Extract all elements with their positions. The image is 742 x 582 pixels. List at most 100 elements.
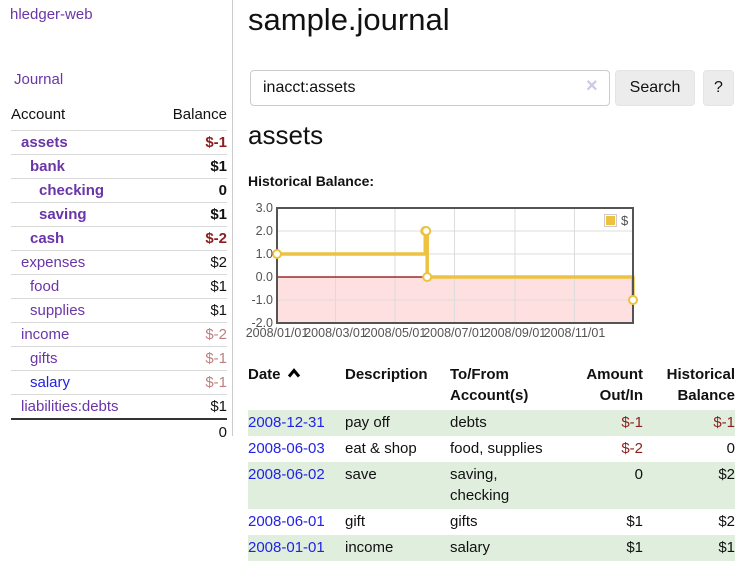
account-balance: $-2 xyxy=(154,226,227,251)
account-row: supplies $1 xyxy=(11,298,227,323)
sidebar: hledger-web Journal Account Balance asse… xyxy=(0,0,233,445)
sidebar-account-link[interactable]: checking xyxy=(39,182,105,199)
register-description-cell: income xyxy=(345,539,394,556)
account-row: checking 0 xyxy=(11,178,227,203)
x-tick-label: 2008/09/01 xyxy=(483,326,547,340)
account-row: gifts $-1 xyxy=(11,346,227,371)
register-accounts-cell: gifts xyxy=(450,513,478,530)
register-accounts-cell: debts xyxy=(450,414,487,431)
register-description-cell: save xyxy=(345,466,377,483)
accounts-total-spacer xyxy=(11,418,155,445)
sidebar-account-link[interactable]: saving xyxy=(39,206,87,223)
register-date-cell: 2008-01-01 xyxy=(248,535,345,561)
register-accounts-cell: saving, checking xyxy=(450,466,510,504)
register-header-date[interactable]: Date xyxy=(248,362,345,410)
clear-search-icon[interactable]: × xyxy=(586,75,598,97)
main-content: sample.journal × Search ? assets Histori… xyxy=(245,0,742,582)
app-brand-link[interactable]: hledger-web xyxy=(10,6,93,23)
sidebar-account-link[interactable]: liabilities:debts xyxy=(21,398,119,415)
legend-series-label: $ xyxy=(621,213,629,228)
search-button[interactable]: Search xyxy=(615,70,695,106)
register-row: 2008-06-02 save saving, checking 0 $2 xyxy=(248,462,735,509)
register-date-cell: 2008-06-03 xyxy=(248,436,345,462)
y-tick-label: 3.0 xyxy=(255,201,273,215)
account-row: cash $-2 xyxy=(11,226,227,251)
sidebar-account-link[interactable]: gifts xyxy=(30,350,58,367)
register-amount-cell: 0 xyxy=(634,466,643,483)
register-description-cell: pay off xyxy=(345,414,390,431)
account-row: liabilities:debts $1 xyxy=(11,394,227,419)
account-balance: $1 xyxy=(154,298,227,323)
register-balance-cell: $2 xyxy=(718,466,735,483)
chart-section-label: Historical Balance: xyxy=(248,173,375,189)
register-row: 2008-01-01 income salary $1 $1 xyxy=(248,535,735,561)
y-tick-label: -2.0 xyxy=(251,316,273,330)
sidebar-account-link[interactable]: assets xyxy=(21,134,68,151)
account-row: saving $1 xyxy=(11,202,227,227)
account-balance: $1 xyxy=(154,202,227,227)
account-heading: assets xyxy=(248,120,324,150)
historical-balance-chart: 3.0 2.0 1.0 0.0 -1.0 -2.0 2008/01/01 2008/03/0… xyxy=(245,200,678,348)
chart-plot-area xyxy=(272,207,638,324)
register-balance-cell: 0 xyxy=(726,440,735,457)
register-balance-cell: $2 xyxy=(718,513,735,530)
x-tick-label: 2008/11/01 xyxy=(543,326,606,340)
accounts-table: Account Balance assets $-1 bank $1 checking 0… xyxy=(11,102,227,445)
register-row: 2008-12-31 pay off debts $-1 $-1 xyxy=(248,410,735,436)
account-balance: $-2 xyxy=(154,322,227,347)
chevron-up-icon xyxy=(287,368,300,378)
legend-swatch-icon xyxy=(604,214,617,227)
register-header-to-from: To/From Account(s) xyxy=(450,366,529,404)
y-tick-label: 0.0 xyxy=(255,270,273,284)
account-row: income $-2 xyxy=(11,322,227,347)
register-balance-cell: $1 xyxy=(718,539,735,556)
chart-legend: $ xyxy=(604,213,628,228)
sidebar-account-link[interactable]: food xyxy=(30,278,60,295)
search-input[interactable] xyxy=(250,70,610,106)
register-accounts-cell: salary xyxy=(450,539,491,556)
sidebar-item-journal[interactable]: Journal xyxy=(14,71,64,88)
transaction-date-link[interactable]: 2008-12-31 xyxy=(248,414,325,431)
register-amount-cell: $1 xyxy=(626,539,643,556)
register-header-historical: Historical Balance xyxy=(666,366,735,404)
sidebar-account-link[interactable]: supplies xyxy=(30,302,86,319)
account-balance: 0 xyxy=(154,178,227,203)
x-tick-label: 2008/03/01 xyxy=(304,326,367,340)
account-row: assets $-1 xyxy=(11,130,227,155)
register-amount-cell: $-1 xyxy=(621,414,643,431)
register-date-cell: 2008-06-02 xyxy=(248,462,345,509)
register-description-cell: eat & shop xyxy=(345,440,417,457)
x-tick-label: 2008/05/01 xyxy=(363,326,427,340)
sidebar-account-link[interactable]: bank xyxy=(30,158,66,175)
account-balance: $1 xyxy=(154,394,227,419)
register-description-cell: gift xyxy=(345,513,366,530)
help-button[interactable]: ? xyxy=(703,70,734,106)
y-tick-label: 1.0 xyxy=(255,247,273,261)
register-balance-cell: $-1 xyxy=(713,414,735,431)
account-balance: $-1 xyxy=(154,130,227,155)
accounts-table-body: assets $-1 bank $1 checking 0 saving $1 cash $-2 e… xyxy=(11,130,227,419)
accounts-header-account: Account xyxy=(11,106,66,123)
transaction-date-link[interactable]: 2008-06-01 xyxy=(248,513,325,530)
x-tick-label: 2008/01/01 xyxy=(245,326,309,340)
account-balance: $1 xyxy=(154,154,227,179)
sidebar-account-link[interactable]: income xyxy=(21,326,70,343)
account-balance: $-1 xyxy=(154,370,227,395)
sidebar-account-link[interactable]: expenses xyxy=(21,254,86,271)
y-tick-label: 2.0 xyxy=(255,224,273,238)
account-balance: $1 xyxy=(154,274,227,299)
x-tick-label: 2008/07/01 xyxy=(423,326,486,340)
y-tick-label: -1.0 xyxy=(251,293,273,307)
accounts-total-row: 0 xyxy=(11,418,227,445)
accounts-header-row: Account Balance xyxy=(11,102,227,131)
sidebar-account-link[interactable]: salary xyxy=(30,374,71,391)
page-title: sample.journal xyxy=(248,2,450,37)
transaction-date-link[interactable]: 2008-06-02 xyxy=(248,466,325,483)
transaction-date-link[interactable]: 2008-06-03 xyxy=(248,440,325,457)
sidebar-account-link[interactable]: cash xyxy=(30,230,65,247)
accounts-total-value: 0 xyxy=(154,418,227,445)
register-header-amount: Amount Out/In xyxy=(586,366,643,404)
accounts-header-balance: Balance xyxy=(172,106,227,123)
register-date-cell: 2008-12-31 xyxy=(248,410,345,436)
transaction-date-link[interactable]: 2008-01-01 xyxy=(248,539,325,556)
